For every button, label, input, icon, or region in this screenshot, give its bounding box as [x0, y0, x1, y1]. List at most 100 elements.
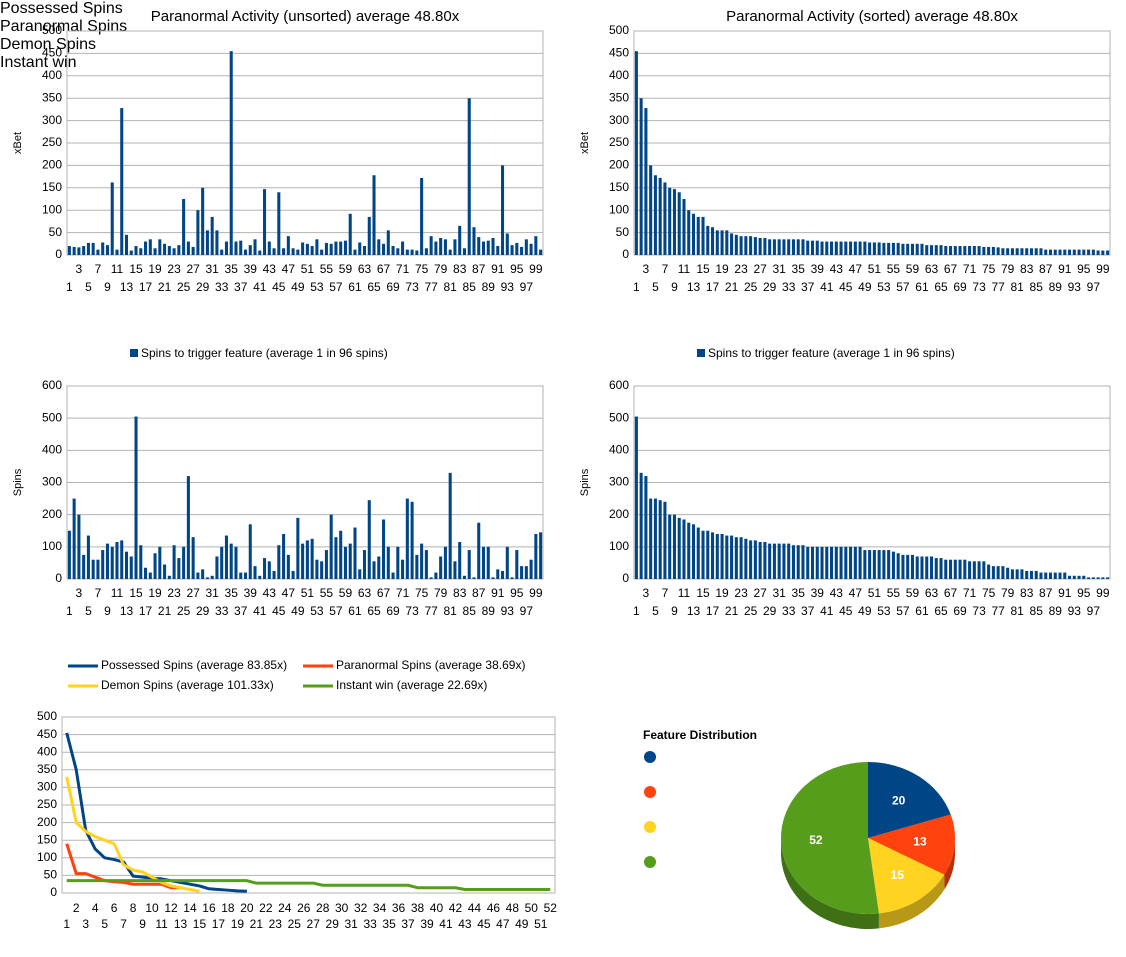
bar	[148, 572, 152, 579]
y-tick-label: 300	[609, 475, 629, 489]
bar	[1068, 249, 1072, 255]
bar	[301, 242, 305, 255]
bar	[768, 239, 772, 255]
bar	[758, 542, 762, 579]
bar	[72, 498, 76, 579]
y-tick-label: 200	[42, 507, 62, 521]
y-tick-label: 250	[42, 135, 62, 149]
bar	[872, 242, 876, 255]
x-tick-label: 43	[263, 586, 277, 600]
pie-slice	[781, 762, 879, 914]
bar	[462, 575, 466, 579]
x-tick-label: 23	[167, 262, 181, 276]
bar	[763, 237, 767, 255]
pie-side	[878, 874, 945, 929]
bar	[1077, 575, 1081, 579]
bar	[972, 246, 976, 255]
bar	[963, 559, 967, 579]
bar	[920, 243, 924, 255]
x-tick-label: 49	[291, 280, 305, 294]
x-tick-label: 65	[367, 604, 381, 618]
x-tick-label: 73	[405, 604, 419, 618]
plot-frame	[633, 385, 1111, 580]
bar	[868, 550, 872, 579]
x-tick-label: 57	[896, 280, 910, 294]
bar	[691, 524, 696, 579]
bar	[272, 248, 276, 255]
x-tick-label: 37	[234, 604, 248, 618]
bar	[1082, 249, 1086, 255]
bar	[920, 556, 924, 579]
x-tick-label: 69	[386, 604, 400, 618]
bar	[706, 225, 710, 255]
bar	[101, 242, 105, 255]
bar	[524, 566, 528, 579]
bar	[77, 514, 81, 579]
bar	[815, 546, 819, 579]
bar	[1015, 248, 1019, 255]
line-series	[65, 776, 200, 893]
x-tick-label: 57	[896, 604, 910, 618]
bar	[243, 572, 248, 579]
bar	[1010, 569, 1014, 579]
bar	[386, 230, 390, 255]
bar	[96, 249, 100, 255]
bar	[239, 572, 243, 579]
bar	[486, 240, 490, 255]
y-tick-label: 400	[42, 68, 62, 82]
bar	[672, 514, 676, 579]
x-tick-label: 61	[348, 604, 362, 618]
x-tick-label: 20	[240, 901, 254, 915]
data-label: 52	[809, 833, 823, 847]
bar	[706, 530, 710, 579]
bar	[462, 248, 466, 255]
bar	[448, 249, 452, 255]
y-tick-label: 350	[37, 762, 57, 776]
x-tick-label: 95	[510, 586, 524, 600]
x-tick-label: 45	[477, 917, 491, 931]
bar	[834, 241, 838, 255]
x-tick-label: 3	[82, 917, 89, 931]
x-tick-label: 9	[671, 280, 678, 294]
bar	[129, 556, 133, 579]
bar	[329, 514, 333, 579]
bar	[258, 250, 262, 255]
x-tick-label: 97	[520, 604, 534, 618]
x-tick-label: 71	[396, 586, 410, 600]
x-tick-label: 41	[820, 280, 834, 294]
bar	[791, 545, 795, 579]
bar	[691, 213, 696, 255]
x-tick-label: 65	[934, 604, 948, 618]
bar	[224, 241, 228, 255]
bar	[429, 236, 433, 255]
legend-label: Demon Spins	[0, 36, 97, 53]
bar	[682, 519, 686, 579]
bar	[901, 554, 905, 579]
bar	[1044, 249, 1048, 255]
bar	[377, 239, 381, 255]
bar	[844, 241, 848, 255]
data-label: 20	[892, 793, 906, 807]
x-tick-label: 93	[1068, 604, 1082, 618]
x-tick-label: 53	[310, 604, 324, 618]
x-tick-label: 3	[76, 262, 83, 276]
x-tick-label: 47	[849, 262, 863, 276]
bar	[343, 240, 347, 255]
x-tick-label: 11	[111, 262, 124, 276]
bar	[348, 213, 352, 255]
x-tick-label: 17	[139, 280, 153, 294]
bar	[481, 546, 486, 579]
x-tick-label: 87	[472, 262, 486, 276]
legend-swatch	[644, 786, 656, 798]
x-tick-label: 4	[92, 901, 99, 915]
x-tick-label: 29	[763, 280, 777, 294]
x-tick-label: 46	[487, 901, 501, 915]
bar	[877, 242, 881, 255]
x-tick-label: 49	[858, 280, 872, 294]
x-tick-label: 5	[652, 604, 659, 618]
legend-swatch	[644, 856, 656, 868]
bar	[1096, 577, 1100, 579]
bar	[801, 545, 805, 579]
x-tick-label: 25	[744, 604, 758, 618]
